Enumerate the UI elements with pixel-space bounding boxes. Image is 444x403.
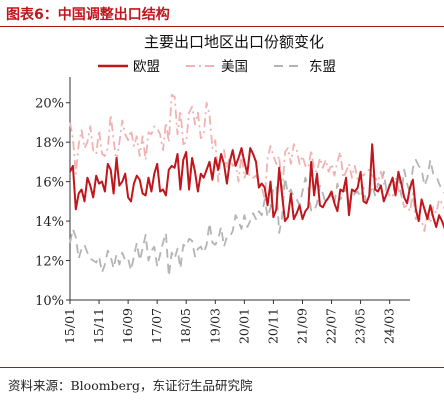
legend: 欧盟 美国 东盟 <box>98 59 336 75</box>
x-tick-label: 23/05 <box>353 308 368 344</box>
y-axis: 10% 12% 14% 16% 18% 20% <box>35 77 71 309</box>
y-tick-label: 18% <box>35 136 64 151</box>
source-note: 资料来源：Bloomberg，东证衍生品研究院 <box>8 378 253 393</box>
x-tick-label: 24/03 <box>382 308 397 344</box>
series-line-eu <box>69 143 444 230</box>
x-tick-label: 20/01 <box>236 308 251 344</box>
legend-label: 美国 <box>221 59 248 75</box>
x-tick-label: 16/09 <box>120 308 135 344</box>
y-tick-label: 10% <box>35 294 64 309</box>
x-tick-label: 22/07 <box>324 308 339 344</box>
y-tick-label: 20% <box>35 97 64 112</box>
x-tick-label: 18/05 <box>178 308 193 344</box>
chart-title: 主要出口地区出口份额变化 <box>144 33 324 51</box>
legend-label: 欧盟 <box>133 59 160 75</box>
y-tick-label: 12% <box>35 255 64 270</box>
bottom-rule <box>0 367 444 368</box>
line-chart: 主要出口地区出口份额变化 欧盟 美国 东盟 10% 12% 14% 16% 18% 20% 1… <box>35 33 444 344</box>
y-tick-label: 14% <box>35 215 64 230</box>
figure-label: 图表6：中国调整出口结构 <box>6 7 170 23</box>
plot-area <box>69 93 444 278</box>
y-tick-label: 16% <box>35 176 64 191</box>
x-axis: 15/01 15/11 16/09 17/07 18/05 19/03 20/01 20/11… <box>62 299 410 344</box>
series-line-asean <box>69 158 444 278</box>
legend-label: 东盟 <box>309 59 336 75</box>
x-tick-label: 15/01 <box>62 308 77 344</box>
x-tick-label: 17/07 <box>149 308 164 344</box>
x-tick-label: 21/09 <box>294 308 309 344</box>
x-tick-label: 15/11 <box>91 308 106 344</box>
series-line-us <box>69 93 444 232</box>
x-tick-label: 20/11 <box>265 308 280 344</box>
top-rule <box>0 26 444 27</box>
x-tick-label: 19/03 <box>207 308 222 344</box>
